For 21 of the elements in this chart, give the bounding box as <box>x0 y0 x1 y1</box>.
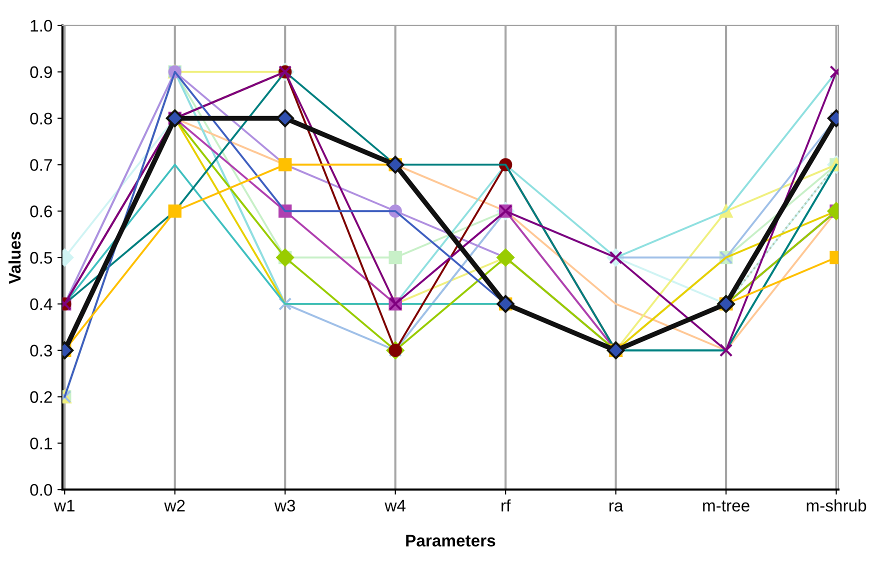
y-tick-label: 0.5 <box>30 252 52 264</box>
y-tick-label: 0.0 <box>30 484 52 496</box>
x-tick-label: m-shrub <box>806 499 866 512</box>
y-tick-label: 0.3 <box>30 344 52 357</box>
y-tick-label: 0.4 <box>30 298 52 310</box>
x-tick-label: w1 <box>54 500 74 512</box>
y-tick-label: 0.1 <box>30 438 52 450</box>
y-tick-label: 0.6 <box>30 206 52 218</box>
y-tick-label: 0.9 <box>30 66 52 78</box>
x-axis-title: Parameters <box>406 534 496 547</box>
y-tick-label: 0.8 <box>30 112 52 124</box>
y-tick-label: 0.2 <box>30 391 52 403</box>
x-tick-label: ra <box>610 502 624 512</box>
y-tick-label: 1.0 <box>30 20 52 32</box>
x-tick-label: w2 <box>164 500 185 512</box>
x-tick-label: w3 <box>274 500 296 512</box>
y-tick-label: 0.7 <box>30 159 52 171</box>
x-tick-label: rf <box>502 499 511 512</box>
y-axis-title: Values <box>8 232 21 284</box>
x-tick-label: w4 <box>384 500 406 512</box>
x-tick-label: m-tree <box>703 500 750 512</box>
